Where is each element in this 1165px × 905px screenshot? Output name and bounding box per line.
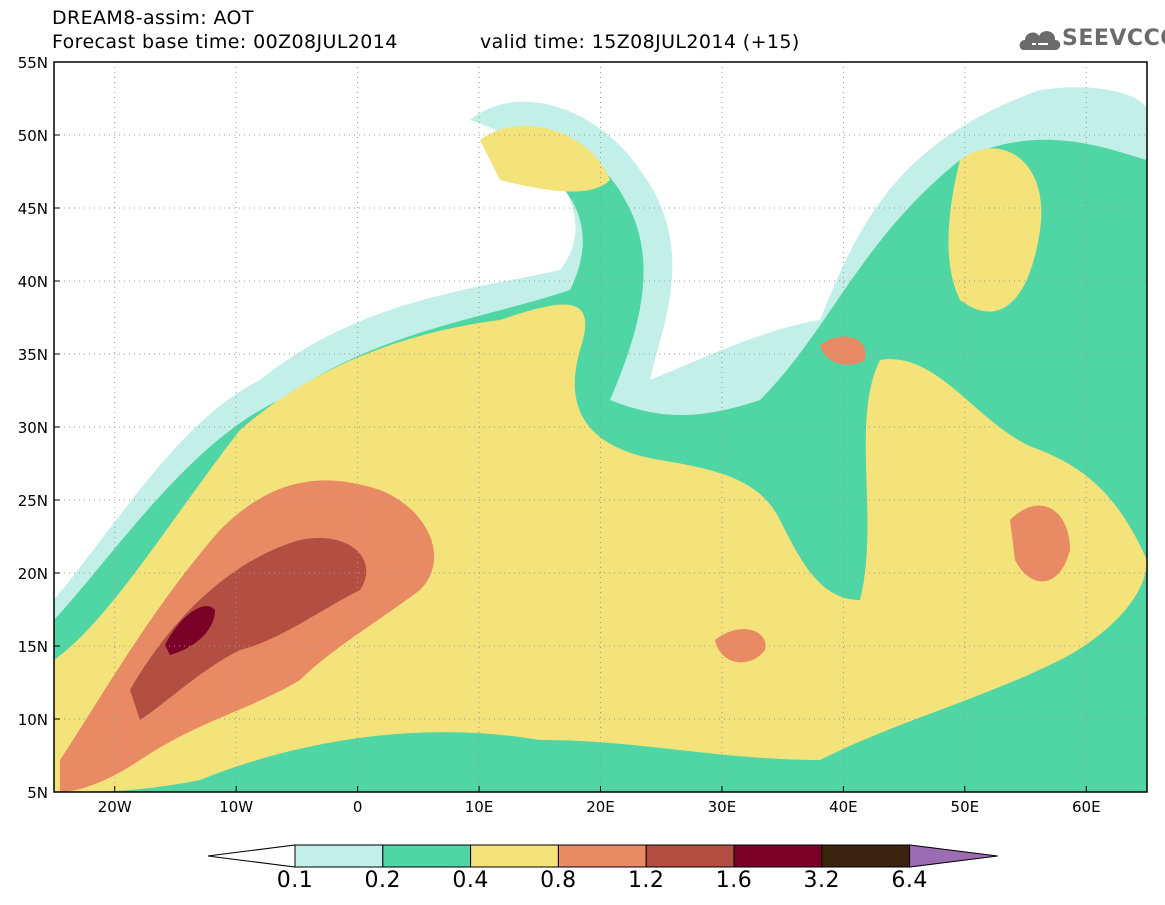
lat-label: 30N xyxy=(18,419,48,437)
colorbar-level-label: 0.1 xyxy=(276,868,314,893)
lon-label: 10E xyxy=(465,798,494,816)
colorbar-level-label: 0.4 xyxy=(452,868,489,893)
lon-label: 20W xyxy=(98,798,132,816)
lat-label: 45N xyxy=(18,200,48,218)
longitude-labels: 20W 10W 0 10E 20E 30E 40E 50E 60E xyxy=(98,786,1101,816)
lat-label: 25N xyxy=(18,492,48,510)
map-title: DREAM8-assim: AOT xyxy=(52,7,254,29)
lon-label: 10W xyxy=(219,798,253,816)
lat-label: 50N xyxy=(18,127,48,145)
colorbar xyxy=(207,844,998,868)
valid-time: valid time: 15Z08JUL2014 (+15) xyxy=(480,31,800,53)
lon-label: 40E xyxy=(829,798,858,816)
cloud-icon xyxy=(1019,31,1061,50)
lat-label: 10N xyxy=(18,711,48,729)
graticule xyxy=(54,62,1147,792)
colorbar-box xyxy=(821,844,911,868)
lon-label: 20E xyxy=(586,798,615,816)
colorbar-level-label: 1.6 xyxy=(715,868,753,893)
latitude-labels: 55N 50N 45N 40N 35N 30N 25N 20N 15N 10N 5N xyxy=(18,54,60,802)
lat-label: 55N xyxy=(18,54,48,72)
lon-label: 30E xyxy=(708,798,737,816)
lon-label: 0 xyxy=(353,798,363,816)
lat-label: 40N xyxy=(18,273,48,291)
lat-label: 5N xyxy=(27,784,48,802)
colorbar-level-label: 1.2 xyxy=(627,868,665,893)
forecast-base-time: Forecast base time: 00Z08JUL2014 xyxy=(52,31,398,53)
colorbar-box xyxy=(382,844,472,868)
lat-label: 20N xyxy=(18,565,48,583)
lon-label: 60E xyxy=(1072,798,1101,816)
seevccc-logo-text: SEEVCCC xyxy=(1062,26,1165,51)
colorbar-box xyxy=(645,844,735,868)
colorbar-box xyxy=(733,844,823,868)
colorbar-level-label: 6.4 xyxy=(891,868,928,893)
colorbar-level-label: 0.8 xyxy=(540,868,577,893)
colorbar-box xyxy=(470,844,559,868)
colorbar-under-triangle xyxy=(207,844,296,868)
lat-label: 15N xyxy=(18,638,48,656)
colorbar-level-label: 3.2 xyxy=(803,868,841,893)
colorbar-level-label: 0.2 xyxy=(364,868,402,893)
lat-label: 35N xyxy=(18,346,48,364)
colorbar-over-triangle xyxy=(909,844,998,868)
lon-label: 50E xyxy=(951,798,980,816)
colorbar-box xyxy=(294,844,384,868)
colorbar-box xyxy=(557,844,647,868)
